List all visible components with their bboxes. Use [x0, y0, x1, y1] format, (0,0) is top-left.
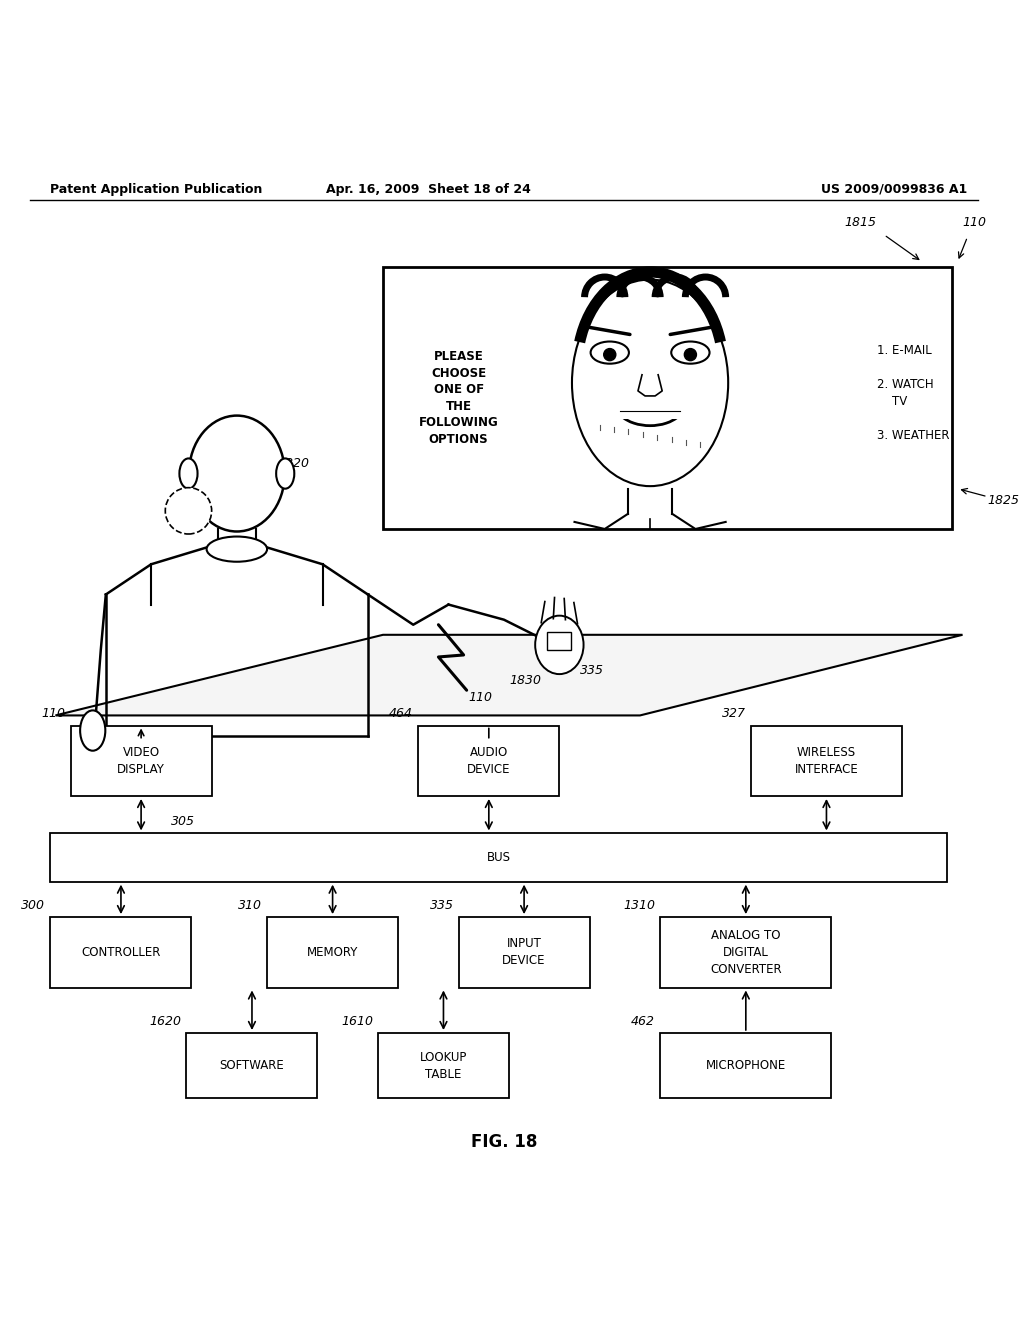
Text: 1. E-MAIL

2. WATCH
    TV

3. WEATHER: 1. E-MAIL 2. WATCH TV 3. WEATHER: [877, 345, 949, 442]
Ellipse shape: [591, 342, 629, 364]
Text: 110: 110: [42, 708, 66, 721]
Text: 335: 335: [429, 899, 454, 912]
Text: 310: 310: [238, 899, 262, 912]
Polygon shape: [55, 635, 963, 715]
Ellipse shape: [207, 536, 267, 562]
Text: 1815: 1815: [845, 215, 877, 228]
Ellipse shape: [276, 458, 294, 488]
Bar: [71, 726, 212, 796]
Ellipse shape: [572, 280, 728, 486]
Bar: [660, 1034, 831, 1098]
Text: 1620: 1620: [150, 1015, 181, 1028]
Text: PLEASE
CHOOSE
ONE OF
THE
FOLLOWING
OPTIONS: PLEASE CHOOSE ONE OF THE FOLLOWING OPTIO…: [419, 350, 499, 446]
Bar: [50, 833, 947, 882]
Text: SOFTWARE: SOFTWARE: [219, 1059, 285, 1072]
Circle shape: [684, 348, 696, 360]
Text: CONTROLLER: CONTROLLER: [81, 946, 161, 958]
Text: WIRELESS
INTERFACE: WIRELESS INTERFACE: [795, 746, 858, 776]
Text: VIDEO
DISPLAY: VIDEO DISPLAY: [117, 746, 165, 776]
Bar: [378, 1034, 509, 1098]
Text: AUDIO
DEVICE: AUDIO DEVICE: [467, 746, 511, 776]
Bar: [660, 917, 831, 987]
Text: FIG. 18: FIG. 18: [471, 1133, 538, 1151]
Text: 1310: 1310: [624, 899, 655, 912]
Bar: [547, 632, 571, 649]
Text: 110: 110: [963, 215, 986, 228]
Bar: [620, 403, 680, 420]
Text: 1820: 1820: [278, 457, 309, 470]
Bar: [751, 726, 902, 796]
Text: BUS: BUS: [486, 851, 511, 865]
Text: ANALOG TO
DIGITAL
CONVERTER: ANALOG TO DIGITAL CONVERTER: [710, 929, 781, 975]
Ellipse shape: [536, 615, 584, 675]
Text: 327: 327: [722, 708, 745, 721]
Bar: [267, 917, 398, 987]
Text: 305: 305: [171, 816, 196, 829]
Bar: [186, 1034, 317, 1098]
Bar: [459, 917, 590, 987]
Text: 1825: 1825: [988, 494, 1020, 507]
Text: 1830: 1830: [509, 673, 541, 686]
Text: Apr. 16, 2009  Sheet 18 of 24: Apr. 16, 2009 Sheet 18 of 24: [326, 183, 530, 195]
Bar: [418, 726, 559, 796]
Ellipse shape: [179, 458, 198, 488]
Text: US 2009/0099836 A1: US 2009/0099836 A1: [821, 183, 968, 195]
Text: 300: 300: [22, 899, 45, 912]
Text: INPUT
DEVICE: INPUT DEVICE: [503, 937, 546, 968]
Text: LOOKUP
TABLE: LOOKUP TABLE: [420, 1051, 467, 1081]
Ellipse shape: [672, 342, 710, 364]
Ellipse shape: [189, 416, 285, 532]
Text: 110: 110: [469, 690, 493, 704]
Bar: [50, 917, 191, 987]
Ellipse shape: [80, 710, 105, 751]
Circle shape: [604, 348, 615, 360]
Text: 1610: 1610: [341, 1015, 373, 1028]
Text: Patent Application Publication: Patent Application Publication: [50, 183, 263, 195]
Text: 335: 335: [580, 664, 603, 677]
Text: 462: 462: [631, 1015, 655, 1028]
Text: MEMORY: MEMORY: [307, 946, 358, 958]
Circle shape: [165, 487, 212, 535]
Text: 464: 464: [389, 708, 414, 721]
Bar: [383, 267, 952, 529]
Text: MICROPHONE: MICROPHONE: [706, 1059, 786, 1072]
